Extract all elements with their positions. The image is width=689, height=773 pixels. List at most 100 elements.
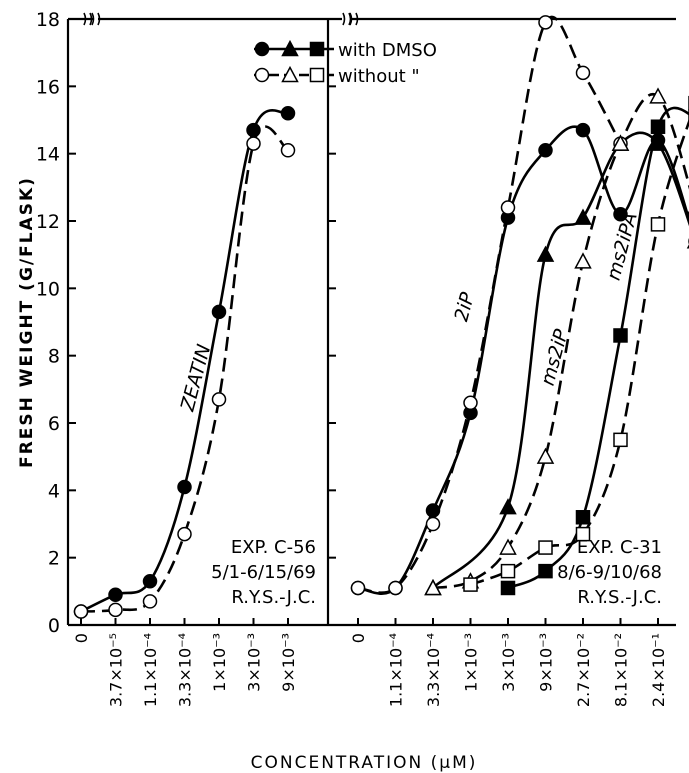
data-point-ms2iPA-nodmso [613,432,628,448]
y-tick-label: 14 [36,144,60,166]
x-tick-label: 1.1×10⁻⁴ [141,633,160,707]
legend-with-dmso-triangle [281,39,299,57]
y-tick-label: 2 [48,548,60,570]
curve-label: ms2iP [537,326,573,387]
legend-without-triangle [281,65,299,83]
x-tick-label: 3.7×10⁻⁵ [107,633,126,707]
data-point-ms2iP-nodmso [574,252,592,269]
x-tick-label: 0 [349,633,368,643]
data-point-2iP-nodmso [500,200,516,215]
data-point-2iP-nodmso [538,15,553,30]
x-tick-label: 2.4×10⁻¹ [649,633,668,707]
legend-without-circle [254,67,270,83]
data-point-2iP-dmso [425,503,441,518]
y-tick-label: 10 [36,278,60,300]
data-point-ms2iPA-nodmso [463,577,478,592]
legend: with DMSO without " [254,39,437,87]
data-point-ZEATIN-nodmso [177,526,192,542]
top-axis-break-right-a [342,12,346,26]
experiment-annotation: EXP. C-56 [231,537,316,558]
legend-with-dmso-circle [254,41,270,57]
series-line-right-2iP-nodmso [357,15,622,594]
data-point-ms2iP-dmso [649,134,667,151]
top-axis-break-left-b [97,12,101,26]
data-point-ms2iP-nodmso [424,578,442,596]
data-point-ms2iPA-dmso [613,328,628,343]
x-tick-label: 1×10⁻³ [210,633,229,692]
experiment-annotation: 8/6-9/10/68 [557,562,662,583]
top-axis-break-left-a [91,12,95,26]
x-tick-label: 9×10⁻³ [537,633,556,692]
data-point-2iP-dmso [538,143,553,158]
x-axis-break-left-b [89,12,93,26]
data-point-2iP-nodmso [350,580,366,596]
experiment-annotation: R.Y.S.-J.C. [577,587,662,608]
x-tick-label: 9×10⁻³ [279,633,298,692]
data-point-ZEATIN-nodmso [280,143,296,158]
y-axis-title: FRESH WEIGHT (G/FLASK) [17,176,37,468]
data-point-ZEATIN-dmso [246,122,261,138]
legend-with-dmso-label: with DMSO [338,40,437,61]
x-tick-label: 3×10⁻³ [499,633,518,692]
labels: 0 2 4 6 8 10 12 14 16 18 FRESH WEIGHT (G/FLASK) CON… [17,9,689,773]
data-point-2iP-dmso [613,207,628,222]
y-tick-label: 8 [48,346,60,368]
top-axis-break-right-b [348,12,352,26]
data-point-ms2iPA-dmso [575,510,591,525]
data-point-2iP-dmso [575,122,591,138]
experiment-annotation: R.Y.S.-J.C. [231,587,316,608]
x-tick-label: 8.1×10⁻² [612,633,631,707]
data-point-2iP-nodmso [388,580,403,596]
experiment-annotation: EXP. C-31 [577,537,662,558]
data-point-ms2iP-nodmso [649,87,667,104]
x-tick-label: 3×10⁻³ [245,633,264,692]
x-axis-break-right-b [355,12,359,26]
data-point-ZEATIN-dmso [108,587,123,602]
data-point-ZEATIN-dmso [211,304,227,320]
y-tick-label: 6 [48,413,60,435]
legend-without-square [309,67,325,83]
x-tick-label: 1×10⁻³ [462,633,481,692]
x-axis-break-left-a [83,12,87,26]
data-point-ZEATIN-nodmso [108,602,123,618]
data-point-ms2iPA-dmso [650,119,666,134]
x-axis-title: CONCENTRATION (μM) [251,753,478,773]
data-point-ms2iP-dmso [536,245,555,262]
x-tick-label: 7.3×10⁻¹ [687,633,689,707]
data-point-ms2iP-nodmso [536,447,555,464]
x-tick-label: 1.1×10⁻⁴ [387,633,406,707]
y-tick-label: 0 [48,615,60,637]
x-tick-label: 3.3×10⁻⁴ [424,633,443,707]
data-point-ZEATIN-nodmso [246,136,261,151]
y-tick-label: 16 [36,76,60,98]
y-tick-label: 12 [36,211,60,233]
data-point-2iP-nodmso [425,516,441,532]
data-point-ZEATIN-dmso [280,106,296,121]
data-point-ms2iPA-nodmso [538,540,553,555]
data-point-ms2iP-nodmso [499,538,517,555]
series-line-right-2iP-dmso [357,125,689,595]
data-point-ms2iP-nodmso [611,134,630,151]
data-point-ZEATIN-nodmso [211,392,227,407]
x-axis-break-right-a [349,12,353,26]
data-point-ms2iPA-nodmso [650,217,666,232]
legend-with-dmso-square [309,41,325,57]
y-tick-label: 4 [48,480,60,502]
data-point-ms2iPA-dmso [538,563,553,579]
x-tick-label: 2.7×10⁻² [574,633,593,707]
data-point-ms2iPA-nodmso [575,526,591,542]
data-point-ms2iP-dmso [574,208,592,225]
series-line-right-ms2iPA-dmso [507,106,689,590]
data-point-ZEATIN-nodmso [142,594,158,609]
y-tick-label: 18 [36,9,60,31]
experiment-annotation: 5/1-6/15/69 [211,562,316,583]
x-tick-label: 0 [72,633,91,643]
curves [80,15,689,613]
data-point-ms2iP-dmso [499,498,517,515]
curve-label: 2iP [450,290,479,324]
data-point-ms2iPA-nodmso [500,563,516,579]
data-point-ZEATIN-nodmso [73,604,89,619]
markers [73,15,689,619]
curve-label: ZEATIN [176,342,215,414]
